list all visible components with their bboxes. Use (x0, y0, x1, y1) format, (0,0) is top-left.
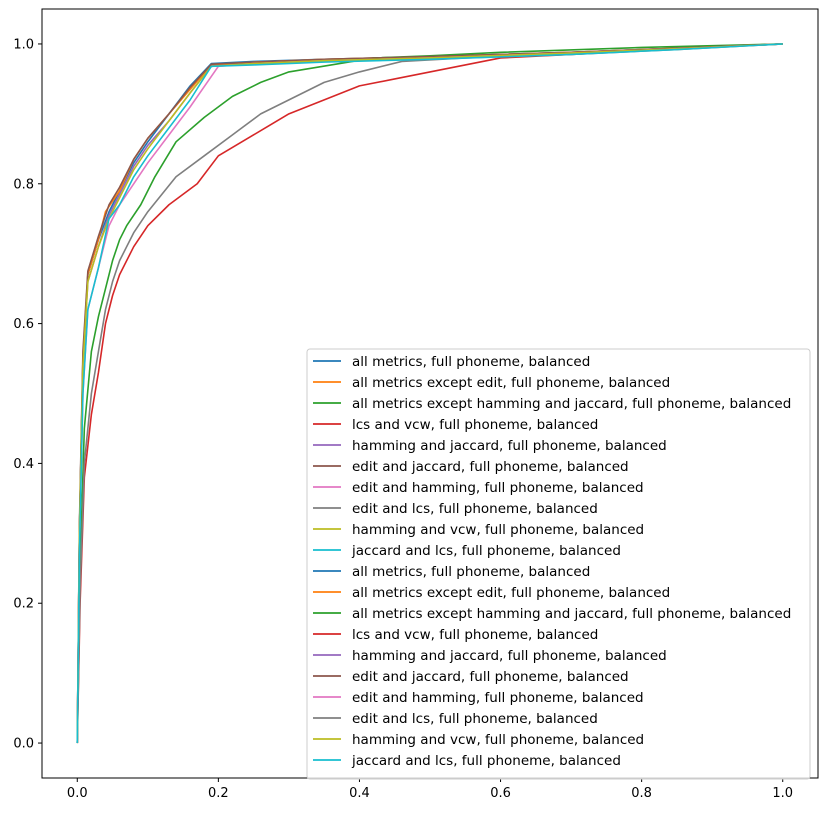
series-layer (76, 43, 783, 744)
legend: all metrics, full phoneme, balanced all m… (306, 348, 811, 780)
x-tick-label: 0.4 (349, 786, 370, 801)
legend-label: edit and jaccard, full phoneme, balanced (352, 669, 629, 685)
y-tick-label: 0.0 (13, 737, 34, 752)
legend-label: all metrics except hamming and jaccard, … (352, 606, 791, 622)
y-tick-label: 0.2 (13, 597, 34, 612)
series-line-8 (76, 43, 783, 744)
legend-label: lcs and vcw, full phoneme, balanced (352, 627, 598, 643)
legend-label: hamming and jaccard, full phoneme, balan… (352, 648, 667, 664)
legend-label: lcs and vcw, full phoneme, balanced (352, 417, 598, 433)
legend-box (306, 348, 811, 780)
series-line-3 (76, 43, 783, 744)
legend-label: edit and hamming, full phoneme, balanced (352, 690, 644, 706)
x-tick-label: 0.8 (631, 786, 652, 801)
x-tick-label: 0.6 (490, 786, 511, 801)
legend-label: all metrics except hamming and jaccard, … (352, 396, 791, 412)
legend-label: edit and lcs, full phoneme, balanced (352, 711, 598, 727)
x-tick-label: 0.0 (67, 786, 88, 801)
legend-label: jaccard and lcs, full phoneme, balanced (351, 543, 621, 559)
y-tick-label: 0.6 (13, 317, 34, 332)
legend-label: edit and jaccard, full phoneme, balanced (352, 459, 629, 475)
y-tick-label: 0.4 (13, 457, 34, 472)
legend-label: all metrics except edit, full phoneme, b… (352, 585, 670, 601)
x-tick-label: 1.0 (772, 786, 793, 801)
ticks-layer: 0.0 0.2 0.4 0.6 0.8 1.0 0.0 0.2 0.4 0.6 0.8 1.0 (13, 37, 793, 801)
series-line-9 (76, 43, 783, 744)
y-tick-label: 1.0 (13, 37, 34, 52)
legend-label: edit and hamming, full phoneme, balanced (352, 480, 644, 496)
legend-label: all metrics except edit, full phoneme, b… (352, 375, 670, 391)
legend-label: hamming and vcw, full phoneme, balanced (352, 732, 644, 748)
legend-label: hamming and vcw, full phoneme, balanced (352, 522, 644, 538)
legend-label: hamming and jaccard, full phoneme, balan… (352, 438, 667, 454)
legend-label: all metrics, full phoneme, balanced (352, 564, 590, 580)
legend-label: all metrics, full phoneme, balanced (352, 354, 590, 370)
legend-label: jaccard and lcs, full phoneme, balanced (351, 753, 621, 769)
x-tick-label: 0.2 (208, 786, 229, 801)
legend-label: edit and lcs, full phoneme, balanced (352, 501, 598, 517)
y-tick-label: 0.8 (13, 177, 34, 192)
